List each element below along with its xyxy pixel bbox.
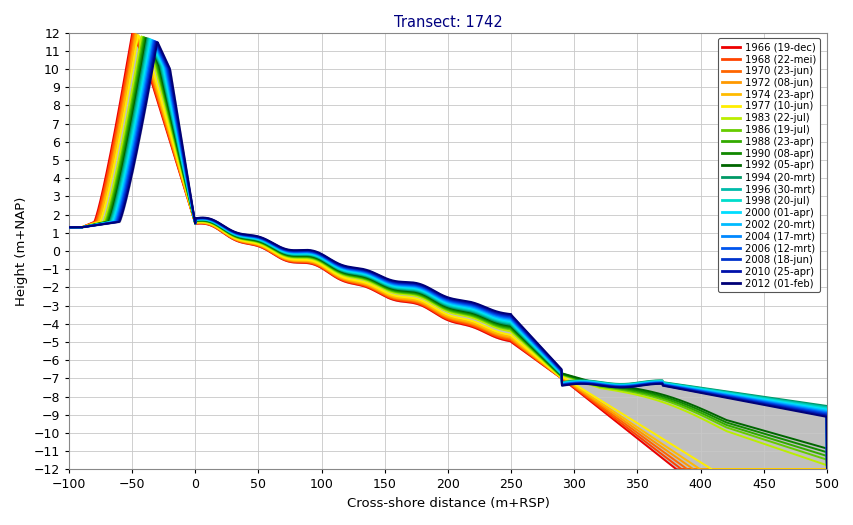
Y-axis label: Height (m+NAP): Height (m+NAP) xyxy=(15,196,28,306)
X-axis label: Cross-shore distance (m+RSP): Cross-shore distance (m+RSP) xyxy=(346,497,548,510)
Title: Transect: 1742: Transect: 1742 xyxy=(393,15,502,30)
Legend: 1966 (19-dec), 1968 (22-mei), 1970 (23-jun), 1972 (08-jun), 1974 (23-apr), 1977 : 1966 (19-dec), 1968 (22-mei), 1970 (23-j… xyxy=(717,38,820,292)
